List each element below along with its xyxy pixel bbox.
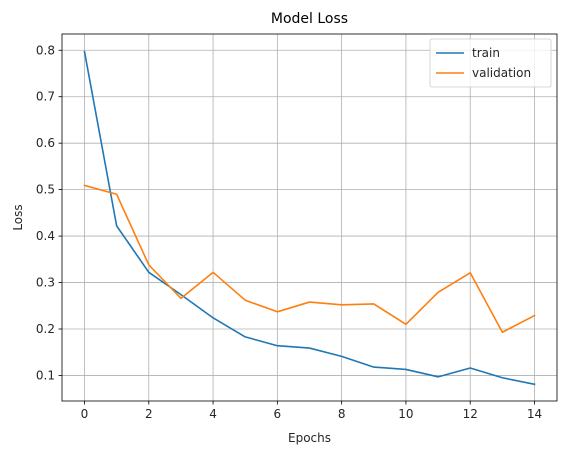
plot-frame bbox=[61, 33, 558, 402]
x-tick-label: 10 bbox=[398, 407, 413, 421]
x-tick-label: 8 bbox=[338, 407, 346, 421]
y-tick-label: 0.7 bbox=[36, 90, 55, 104]
series-lines bbox=[83, 50, 536, 386]
y-tick-label: 0.8 bbox=[36, 43, 55, 57]
x-tick-label: 6 bbox=[274, 407, 282, 421]
y-axis-label: Loss bbox=[11, 204, 25, 230]
y-tick-label: 0.4 bbox=[36, 229, 55, 243]
legend-label-validation: validation bbox=[472, 66, 531, 80]
y-tick-label: 0.2 bbox=[36, 322, 55, 336]
legend-box bbox=[429, 38, 552, 88]
x-axis-label: Epochs bbox=[288, 431, 331, 445]
x-tick-label: 2 bbox=[145, 407, 153, 421]
chart-title: Model Loss bbox=[271, 11, 348, 27]
x-tick-label: 0 bbox=[81, 407, 89, 421]
y-tick-label: 0.3 bbox=[36, 276, 55, 290]
legend-label-train: train bbox=[472, 46, 500, 60]
y-tick-label: 0.5 bbox=[36, 183, 55, 197]
x-tick-label: 12 bbox=[463, 407, 478, 421]
x-tick-label: 4 bbox=[209, 407, 217, 421]
series-line-validation bbox=[83, 184, 536, 334]
axis-ticks: 0 2 4 6 8 10 12 14 0.1 0.2 0.3 0.4 0.5 0.6 0.7 0.8 bbox=[36, 43, 542, 421]
series-line-train bbox=[83, 50, 536, 386]
y-tick-label: 0.1 bbox=[36, 368, 55, 382]
legend: train validation bbox=[429, 38, 552, 88]
x-tick-label: 14 bbox=[527, 407, 542, 421]
grid bbox=[62, 34, 557, 401]
y-tick-label: 0.6 bbox=[36, 136, 55, 150]
